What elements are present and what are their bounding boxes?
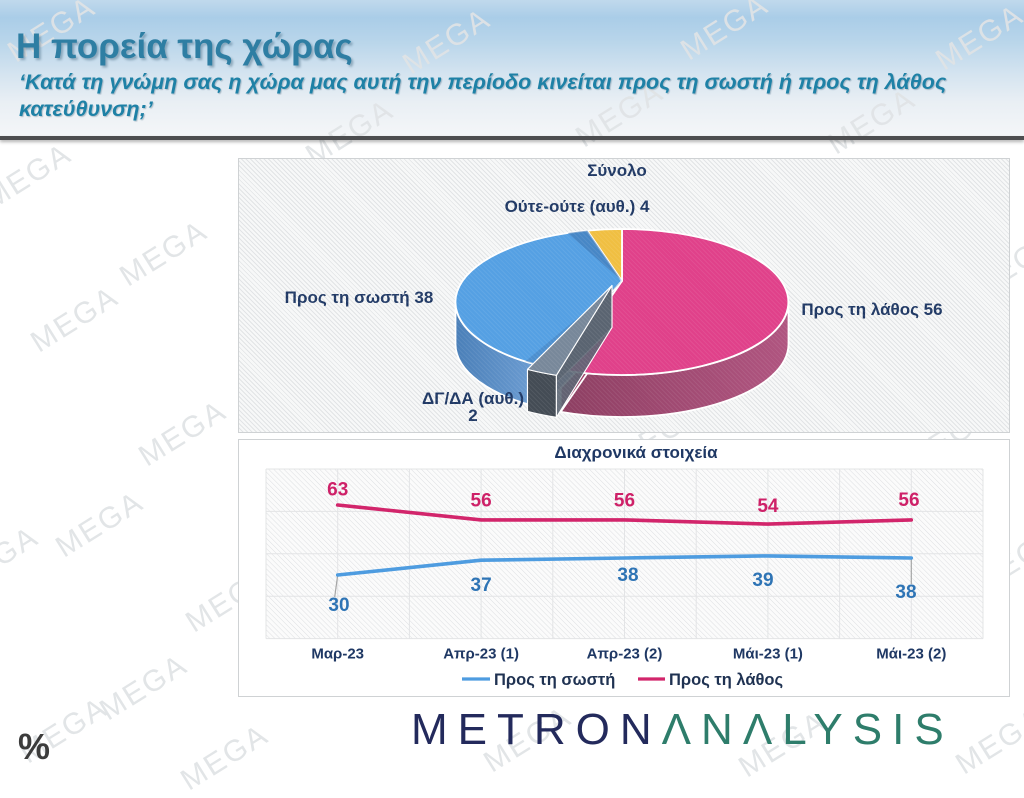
svg-text:Προς τη σωστή: Προς τη σωστή	[494, 671, 615, 689]
svg-text:54: 54	[757, 496, 779, 517]
svg-text:56: 56	[614, 491, 635, 512]
svg-text:Προς τη λάθος: Προς τη λάθος	[669, 671, 783, 689]
svg-text:Μάι-23 (2): Μάι-23 (2)	[876, 646, 946, 663]
svg-text:Απρ-23 (1): Απρ-23 (1)	[443, 646, 519, 663]
svg-text:38: 38	[617, 565, 638, 586]
svg-text:63: 63	[327, 480, 348, 501]
svg-text:Μάι-23 (1): Μάι-23 (1)	[733, 646, 803, 663]
svg-text:Μαρ-23: Μαρ-23	[311, 646, 364, 663]
svg-text:56: 56	[471, 491, 492, 512]
svg-text:39: 39	[752, 570, 773, 591]
svg-text:30: 30	[328, 595, 349, 616]
svg-text:38: 38	[895, 582, 916, 603]
svg-text:Απρ-23 (2): Απρ-23 (2)	[587, 646, 663, 663]
svg-text:56: 56	[898, 490, 919, 511]
svg-text:37: 37	[471, 575, 492, 596]
